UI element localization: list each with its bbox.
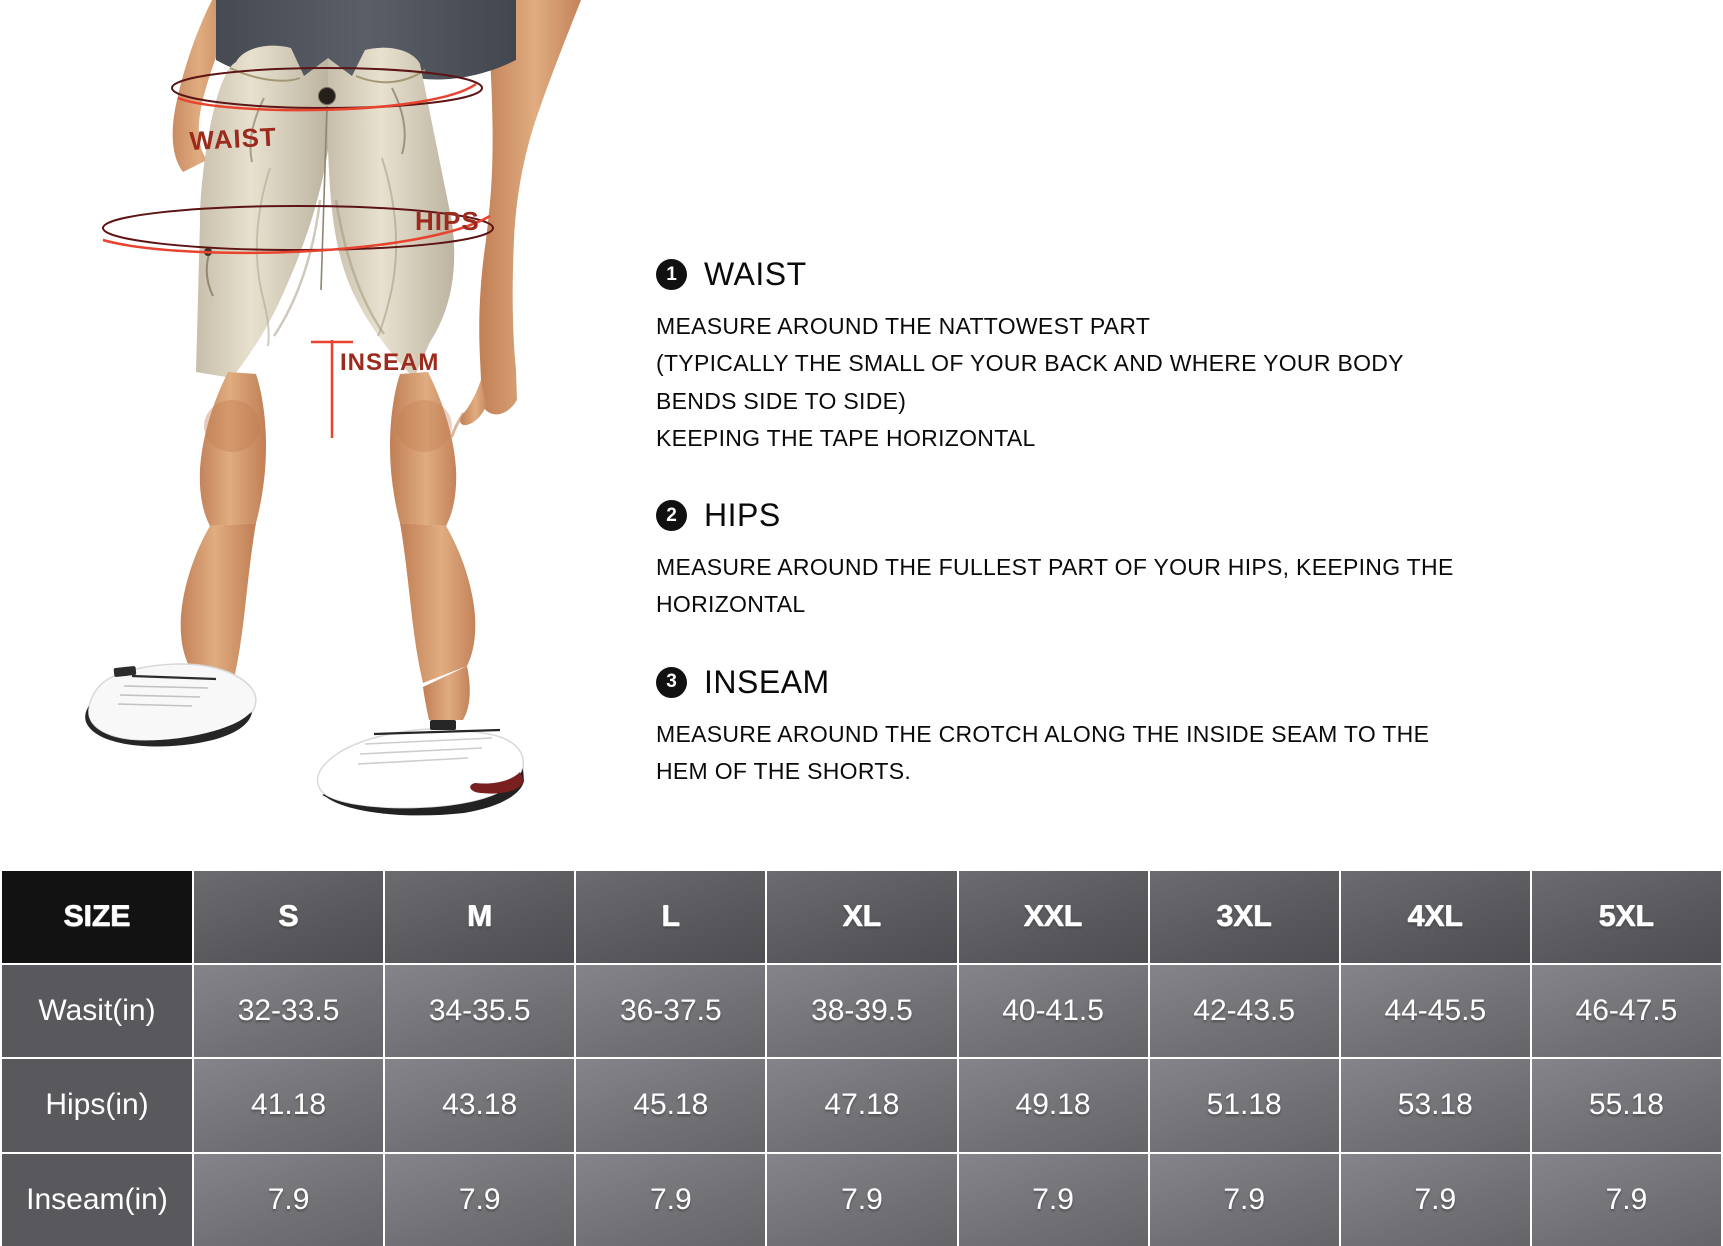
svg-text:INSEAM: INSEAM	[340, 349, 439, 376]
svg-text:WAIST: WAIST	[189, 121, 278, 156]
svg-text:HIPS: HIPS	[415, 206, 480, 236]
